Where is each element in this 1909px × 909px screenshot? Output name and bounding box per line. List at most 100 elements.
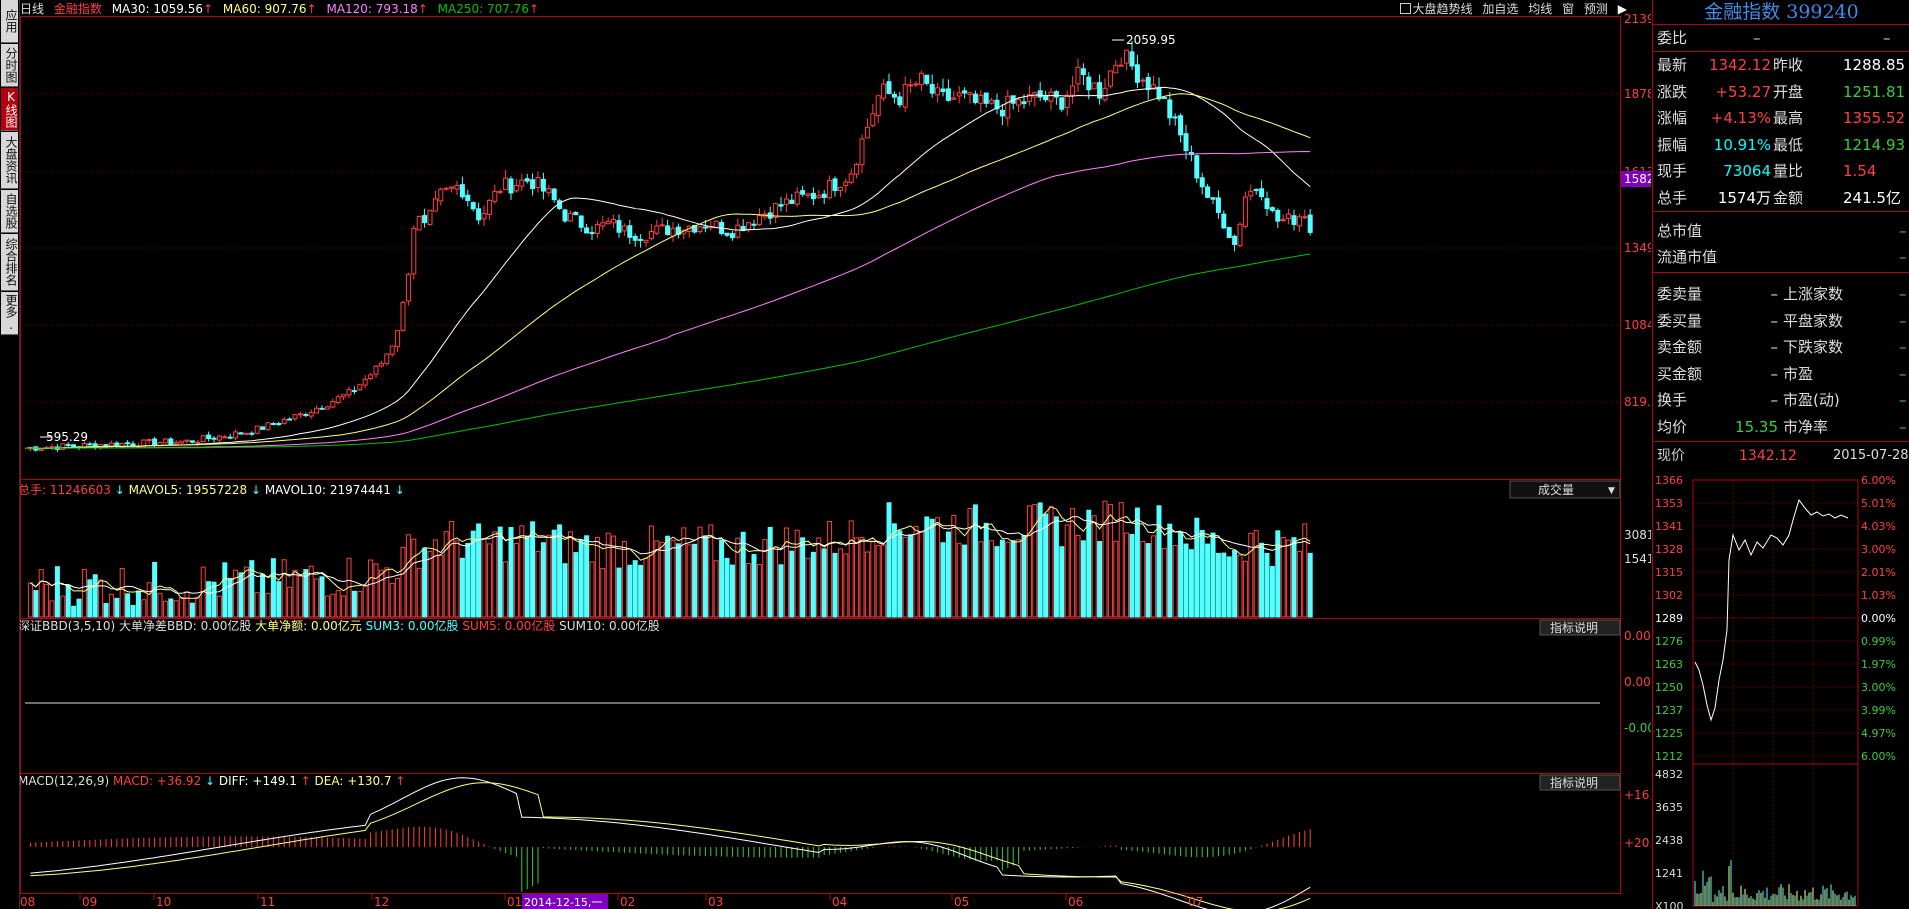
quote-label: 最高 (1773, 109, 1804, 127)
kline-chart-area[interactable]: 日线 金融指数 MA30: 1059.56↑ MA60: 907.76↑ MA1… (20, 0, 1651, 909)
quote-label: 量比 (1773, 162, 1804, 180)
candle (443, 187, 449, 190)
price-tick: 2139 (1624, 12, 1651, 26)
volume-bar (616, 567, 622, 618)
candle (351, 390, 357, 393)
candle (902, 83, 908, 108)
window-button[interactable]: 窗 (1562, 2, 1575, 16)
volume-bar (1215, 552, 1221, 618)
quote-row: 总手 (1657, 185, 1687, 211)
candle (1248, 190, 1254, 197)
tab-watchlist[interactable]: 自选股 (1, 190, 18, 233)
stat-value: – (1899, 338, 1907, 356)
mini-pct-tick: 0.00% (1861, 612, 1896, 625)
volume-bar (1021, 535, 1027, 618)
volume-bar (497, 526, 503, 618)
candle (1199, 177, 1205, 188)
mini-date: 2015-07-28,二 (1833, 448, 1909, 463)
volume-bar (395, 578, 401, 618)
quote-label: 昨收 (1773, 56, 1804, 74)
volume-bar (875, 545, 881, 618)
volume-bar (314, 578, 320, 618)
tab-ranking[interactable]: 综合排名 (1, 234, 18, 291)
tab-apps[interactable]: 应用 (1, 0, 18, 43)
volume-bar (1010, 540, 1016, 618)
candle (810, 192, 816, 200)
volume-bar (422, 547, 428, 618)
volume-bar (1145, 543, 1151, 618)
macd-diff: DIFF: +149.1 (219, 774, 297, 788)
volume-bar (330, 593, 336, 618)
candle (1151, 84, 1157, 90)
forecast-button[interactable]: 预测 (1583, 2, 1608, 16)
candle (751, 223, 757, 226)
tab-timeshare[interactable]: 分时图 (1, 44, 18, 87)
candle (589, 232, 595, 235)
cap-label: 总市值 (1657, 222, 1703, 240)
candle (184, 439, 190, 442)
avg-line-button[interactable]: 均线 (1528, 2, 1553, 16)
volume-bar (600, 568, 606, 618)
volume-bar (98, 579, 104, 618)
intraday-mini-chart[interactable]: 1366 6.00% 1353 5.01% 1341 4.03% 1328 3.00% 1315… (1653, 470, 1909, 909)
volume-bar (189, 602, 195, 618)
candle (492, 190, 498, 202)
quote-label: 最低 (1773, 135, 1804, 154)
volume-bar (405, 534, 411, 618)
candle (891, 93, 897, 98)
candle (173, 441, 179, 445)
tab-market-news[interactable]: 大盘资讯 (1, 132, 18, 189)
candle (632, 235, 638, 241)
candle (1016, 99, 1022, 106)
candle (935, 87, 941, 96)
candle (967, 92, 973, 95)
volume-bar (638, 564, 644, 618)
volume-bar (308, 565, 314, 618)
candle (729, 233, 735, 239)
candle (1053, 91, 1059, 98)
candle (783, 198, 789, 205)
volume-bar (648, 525, 654, 618)
candle (1086, 76, 1092, 91)
candle (1124, 49, 1130, 64)
candle (567, 212, 573, 222)
volume-bar (1156, 505, 1162, 618)
volume-bar (146, 582, 152, 618)
volume-bar (470, 530, 476, 618)
stat-value: – (1899, 391, 1907, 409)
candle (341, 394, 347, 398)
candle (216, 435, 222, 441)
candle (600, 222, 606, 227)
volume-bar (60, 595, 66, 618)
add-fav-button[interactable]: 加自选 (1482, 2, 1519, 16)
volume-bar (708, 524, 714, 618)
tab-more[interactable]: 更多. (1, 292, 18, 335)
volume-bar (1286, 539, 1292, 618)
quote-panel: 金融指数 399240 委比 – – 最新 1342.12 昨收 1288.85… (1652, 0, 1909, 909)
stat-label: 买金额 (1657, 364, 1703, 383)
volume-bar (918, 530, 924, 618)
trend-toggle[interactable]: 大盘趋势线 (1399, 2, 1473, 16)
ma30-label: MA30: 1059.56 (111, 2, 203, 16)
volume-bar (632, 560, 638, 618)
volume-bar (956, 543, 962, 618)
candle (524, 178, 530, 182)
quote-row: 振幅 (1657, 132, 1687, 158)
macd-help-button[interactable] (1539, 774, 1621, 791)
collapse-panel-icon[interactable]: ▶ (1617, 2, 1627, 16)
candle (1253, 188, 1259, 191)
volume-bar (465, 542, 471, 618)
candle (254, 425, 260, 434)
mavol5: MAVOL5: 19557228 (129, 483, 248, 497)
volume-bar (897, 530, 903, 618)
volume-bar (378, 569, 384, 618)
bbd-help-button[interactable] (1539, 619, 1621, 636)
volume-bar (972, 504, 978, 618)
candle (1178, 115, 1184, 136)
candle (546, 188, 552, 194)
quote-label: 现手 (1657, 162, 1688, 180)
tab-kline[interactable]: K线图 (1, 88, 18, 131)
mini-pct-tick: 5.01% (1861, 497, 1896, 510)
volume-indicator-select[interactable] (1509, 480, 1621, 499)
volume-bar (459, 557, 465, 618)
